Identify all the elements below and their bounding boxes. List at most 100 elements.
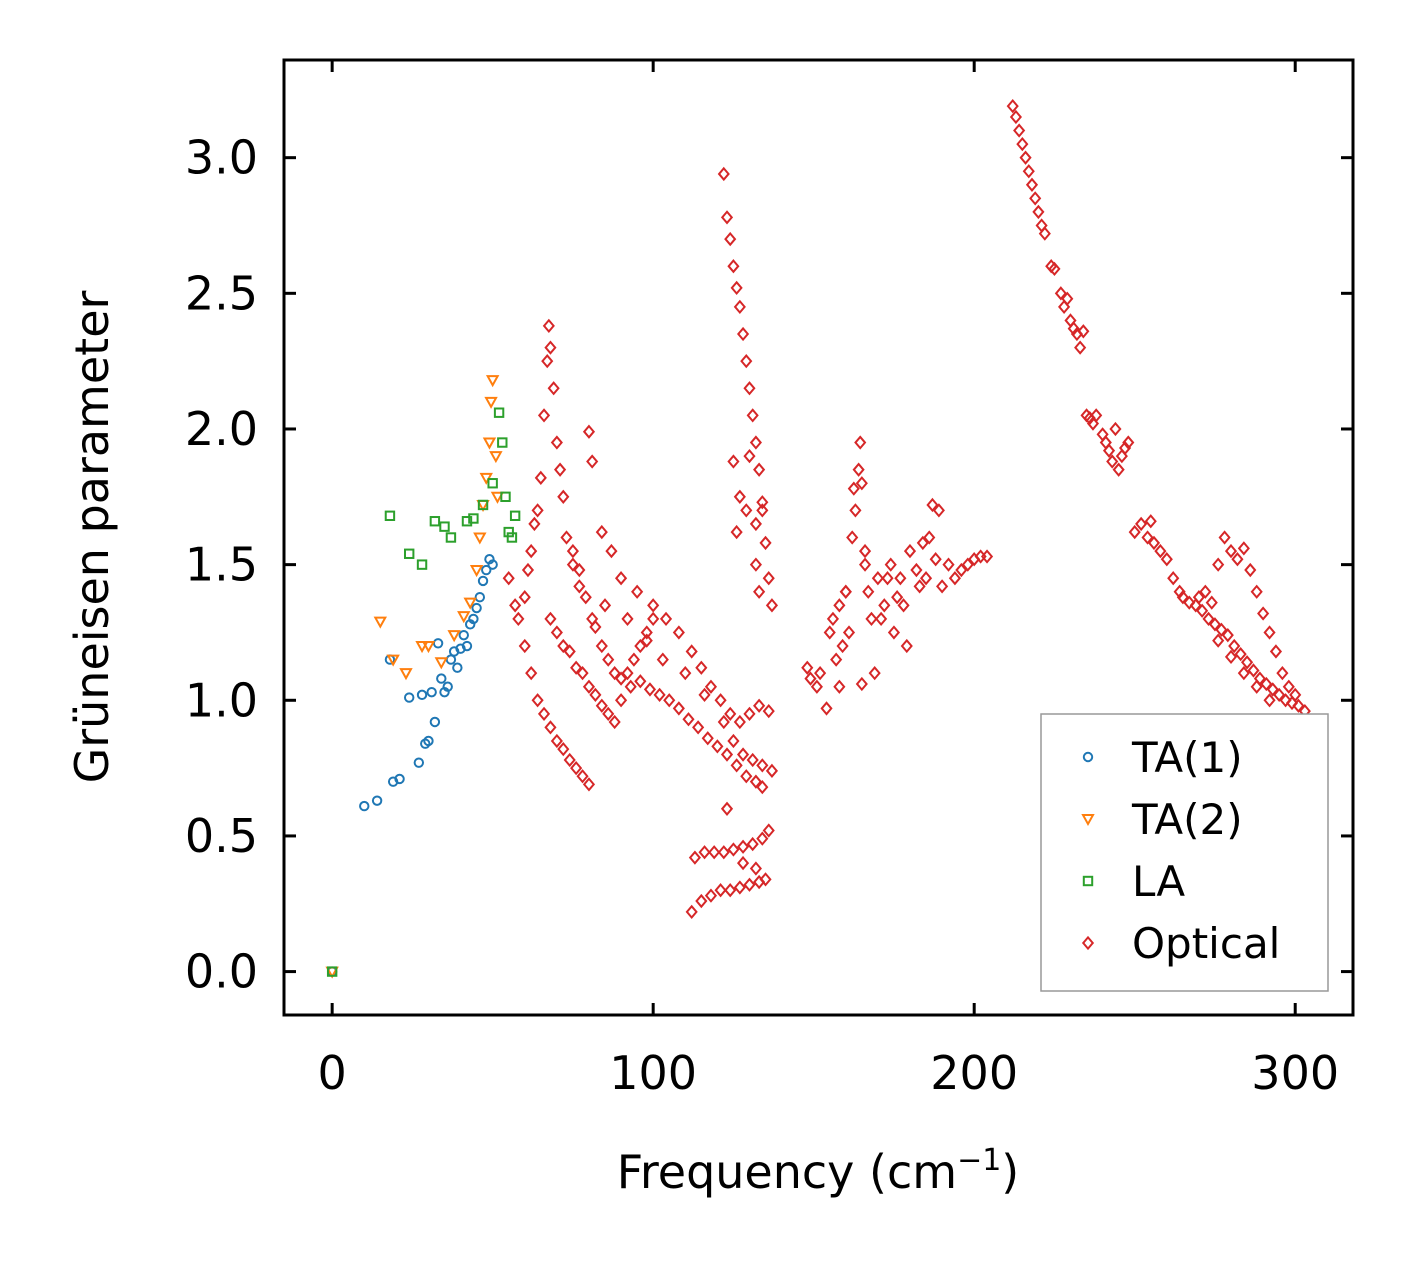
data-point [1212, 633, 1225, 648]
data-point [484, 396, 498, 409]
data-point [1122, 435, 1135, 450]
data-point [512, 611, 525, 627]
data-point [1048, 261, 1061, 277]
data-point [698, 845, 711, 860]
data-point [542, 318, 555, 334]
data-point [727, 454, 740, 469]
data-point [634, 674, 647, 689]
data-point [624, 679, 637, 694]
data-point [1144, 514, 1157, 529]
data-point [663, 693, 676, 708]
data-point [727, 259, 740, 274]
data-point [682, 712, 695, 727]
data-point [614, 671, 628, 686]
data-point [839, 584, 852, 599]
data-point [500, 491, 511, 503]
data-point [688, 850, 701, 865]
data-point [1224, 543, 1238, 559]
data-point [1128, 524, 1141, 540]
legend-marker [1082, 875, 1094, 887]
data-point [421, 641, 436, 654]
legend-label: Optical [1132, 919, 1280, 968]
legend-label: TA(1) [1131, 733, 1243, 782]
data-point [679, 666, 692, 681]
data-point [868, 666, 881, 681]
data-point [509, 510, 521, 521]
data-point [429, 516, 441, 527]
data-point [1282, 679, 1295, 694]
data-point [656, 652, 669, 667]
data-point [1215, 622, 1228, 637]
data-point [756, 779, 769, 795]
data-point [506, 532, 518, 543]
data-point [820, 701, 833, 716]
data-point [439, 521, 450, 532]
data-point [473, 532, 487, 545]
y-tick-label: 1.5 [185, 538, 258, 592]
data-point [1218, 530, 1231, 545]
data-point [1260, 676, 1273, 692]
data-point [733, 299, 746, 315]
data-point [746, 752, 759, 768]
data-point [566, 557, 579, 572]
data-point [724, 706, 737, 721]
data-point [736, 747, 750, 762]
data-point [602, 652, 615, 667]
data-point [942, 557, 955, 572]
data-point [537, 408, 551, 423]
data-point [576, 666, 589, 681]
legend-label: LA [1132, 857, 1185, 906]
data-point [1237, 541, 1250, 556]
data-point [570, 760, 583, 776]
data-point [1074, 340, 1087, 355]
data-point [955, 562, 968, 578]
x-axis-label: Frequency (cm−1) [617, 1143, 1020, 1199]
data-point [463, 597, 477, 610]
data-point [1135, 516, 1148, 532]
legend-item: Optical [1081, 919, 1280, 968]
data-point [846, 530, 859, 545]
data-point [1112, 462, 1125, 477]
x-tick-label: 200 [930, 1046, 1018, 1100]
data-point [544, 720, 557, 735]
data-point [653, 687, 666, 703]
data-point [399, 668, 413, 681]
data-point [736, 326, 750, 342]
data-point [733, 714, 746, 730]
data-point [1009, 109, 1023, 125]
data-point [442, 681, 453, 692]
x-tick-label: 300 [1251, 1046, 1339, 1100]
data-point [1022, 164, 1035, 179]
data-point [929, 552, 942, 567]
data-point [659, 611, 673, 627]
data-point [1167, 571, 1180, 586]
data-point [704, 679, 718, 694]
data-point [1212, 557, 1225, 572]
data-point [554, 462, 567, 477]
data-point [608, 666, 621, 681]
data-point [509, 598, 522, 613]
data-point [373, 616, 388, 629]
data-point [746, 836, 759, 852]
y-tick-label: 3.0 [185, 131, 258, 185]
data-point [457, 611, 471, 624]
data-point [563, 644, 576, 659]
data-point [756, 758, 769, 773]
data-point [855, 676, 868, 692]
data-point [708, 845, 721, 860]
data-point [481, 564, 492, 576]
data-point [563, 752, 576, 768]
data-point [672, 701, 685, 716]
data-point [692, 720, 705, 735]
data-point [1192, 590, 1205, 605]
data-point [823, 625, 836, 640]
data-point [698, 687, 711, 703]
data-point [1240, 655, 1254, 670]
data-point [643, 682, 657, 697]
data-point [733, 489, 746, 504]
data-point [830, 652, 843, 667]
data-point [582, 424, 596, 439]
data-point [891, 590, 904, 605]
data-point [640, 625, 653, 640]
data-point [589, 619, 602, 635]
